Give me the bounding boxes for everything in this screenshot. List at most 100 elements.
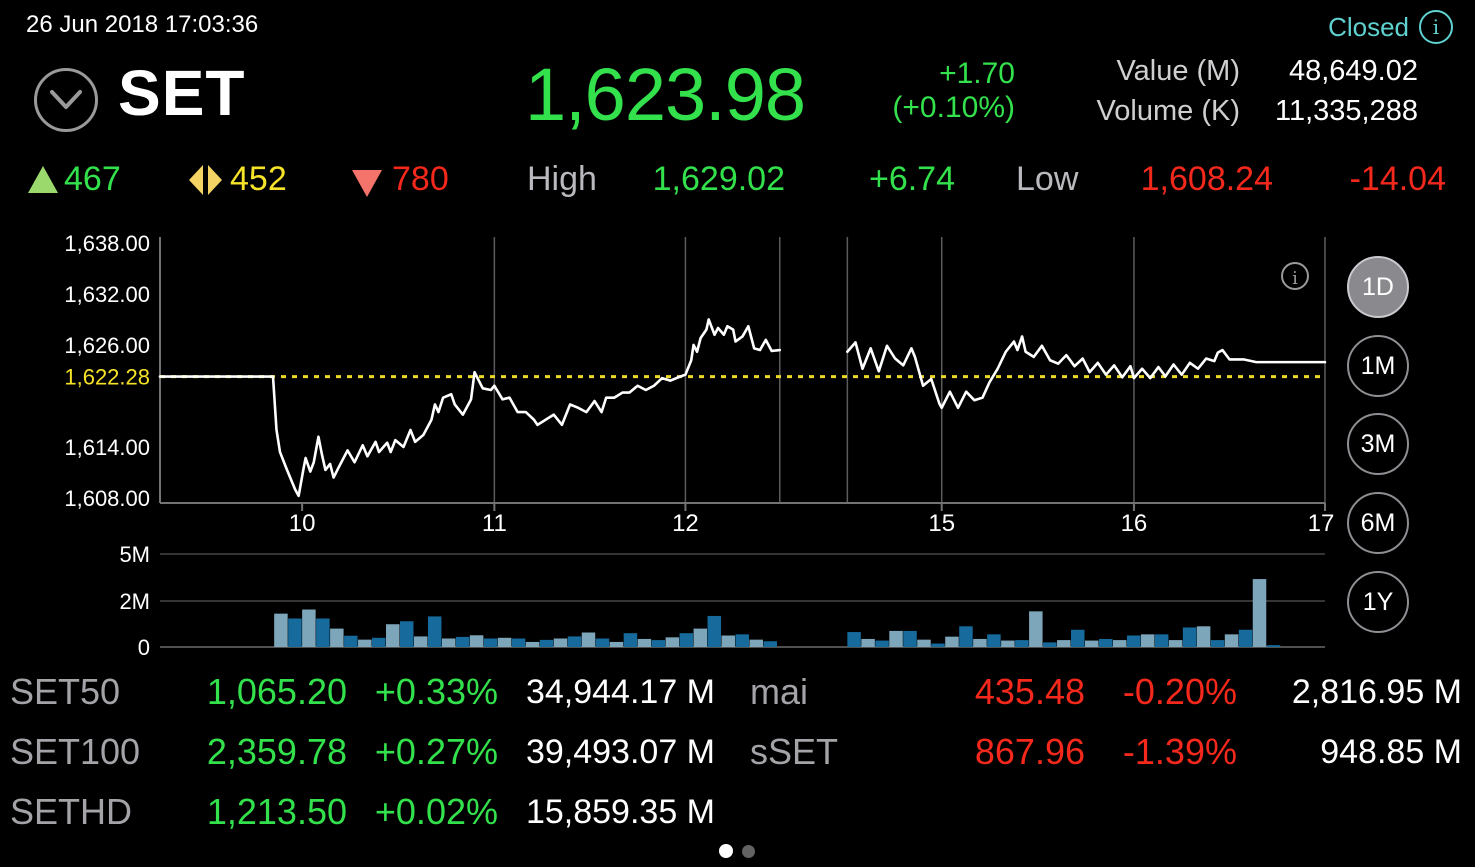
index-value: 867.96 [974, 731, 1085, 772]
volume-bar [1071, 629, 1085, 647]
volume-bar [749, 639, 763, 647]
volume-bar [735, 634, 750, 647]
volume-bar [973, 638, 987, 647]
x-axis-label: 17 [1308, 510, 1335, 537]
volume-bar [693, 628, 708, 647]
volume-bar [1196, 626, 1211, 647]
index-change-pct: -0.20% [1122, 671, 1237, 712]
y-axis-label: 1,638.00 [64, 231, 150, 256]
range-button-1m[interactable]: 1M [1347, 335, 1409, 397]
volume-bar [511, 638, 526, 647]
volume-amount: 11,335,288 [1275, 95, 1418, 127]
volume-bar [847, 632, 861, 647]
volume-bar [539, 639, 554, 647]
range-button-1d[interactable]: 1D [1347, 256, 1409, 318]
volume-bar [274, 613, 288, 647]
volume-bar [399, 621, 414, 647]
volume-bar [427, 616, 442, 647]
intraday-price-chart[interactable]: 5M 2M 0 10 11 12 15 16 17 1,638.00 1,632.00 1,626.0… [0, 228, 1475, 668]
index-name: sSET [750, 731, 839, 772]
chart-info-icon[interactable] [1281, 262, 1309, 290]
high-change: +6.74 [868, 160, 955, 198]
index-selector-button[interactable] [34, 68, 98, 132]
volume-bar [567, 636, 582, 647]
volume-bar [1029, 611, 1043, 647]
volume-label: Volume (K) [1096, 95, 1240, 127]
low-label: Low [1016, 160, 1079, 198]
volume-bar [1085, 640, 1099, 647]
volume-bar [344, 635, 358, 647]
index-turnover: 39,493.07 M [525, 733, 715, 771]
last-price: 1,623.98 [524, 53, 806, 136]
value-amount: 48,649.02 [1288, 55, 1418, 87]
index-change-pct: -1.39% [1122, 731, 1237, 772]
index-row-SETHD[interactable]: SETHD 1,213.50 +0.02% 15,859.35 M [0, 790, 1475, 834]
volume-bar [707, 615, 722, 647]
advances-count: 467 [64, 160, 121, 198]
volume-bar [651, 640, 666, 647]
index-value: 1,213.50 [206, 791, 347, 832]
volume-bar [413, 636, 428, 647]
volume-bar [609, 641, 624, 647]
volume-bar [302, 609, 316, 647]
range-button-1y[interactable]: 1Y [1347, 571, 1409, 633]
volume-bar [917, 639, 931, 647]
volume-bar [1238, 629, 1253, 647]
x-axis-label: 10 [289, 510, 316, 537]
y-axis-label: 1,626.00 [64, 333, 150, 358]
volume-bar [469, 635, 484, 647]
volume-bar [1015, 640, 1029, 647]
volume-bar [623, 633, 638, 647]
market-status: Closed i [1328, 10, 1453, 44]
index-name: mai [750, 671, 809, 712]
index-turnover: 948.85 M [1320, 733, 1462, 771]
advances-up-triangle-icon [28, 166, 58, 193]
high-value: 1,629.02 [652, 160, 785, 198]
volume-bar [1168, 640, 1183, 647]
volume-bar [595, 638, 610, 647]
index-turnover: 2,816.95 M [1291, 673, 1462, 711]
datetime-label: 26 Jun 2018 17:03:36 [26, 11, 259, 38]
volume-axis-label: 2M [119, 589, 150, 614]
volume-bar [372, 637, 386, 647]
market-status-info-icon[interactable]: i [1419, 10, 1453, 44]
page-dot-active[interactable] [719, 844, 733, 858]
volume-axis-label: 5M [119, 542, 150, 567]
market-status-label: Closed [1328, 11, 1409, 42]
chevron-down-icon [50, 90, 82, 109]
low-change: -14.04 [1349, 160, 1446, 198]
prev-close-label: 1,622.28 [64, 365, 150, 390]
volume-bar [455, 636, 470, 647]
index-change-pct: +0.27% [374, 731, 498, 772]
volume-bar [288, 618, 302, 647]
index-change-pct: +0.02% [374, 791, 498, 832]
declines-down-triangle-icon [352, 170, 382, 197]
volume-bar [665, 637, 680, 647]
volume-bar [931, 643, 945, 647]
x-axis-label: 16 [1121, 510, 1148, 537]
range-button-3m[interactable]: 3M [1347, 413, 1409, 475]
index-row-mai[interactable]: mai 435.48 -0.20% 2,816.95 M [0, 670, 1475, 714]
index-turnover: 15,859.35 M [525, 793, 715, 831]
volume-bar [1057, 640, 1071, 647]
volume-axis-label: 0 [138, 635, 150, 660]
chart-info-icon-glyph: i [1292, 268, 1298, 289]
volume-bar [483, 638, 498, 647]
x-axis-label: 15 [928, 510, 955, 537]
volume-bar [441, 638, 456, 647]
volume-bar [1112, 640, 1127, 647]
index-row-SET100[interactable]: SET100 2,359.78 +0.27% 39,493.07 M [0, 730, 1475, 774]
volume-bar [1001, 640, 1015, 647]
index-row-SET50[interactable]: SET50 1,065.20 +0.33% 34,944.17 M [0, 670, 1475, 714]
page-dot-inactive[interactable] [742, 845, 755, 858]
range-button-6m[interactable]: 6M [1347, 492, 1409, 554]
y-axis-label: 1,614.00 [64, 435, 150, 460]
unchanged-count: 452 [230, 160, 287, 198]
x-axis-label: 11 [482, 510, 507, 537]
volume-bar [679, 633, 694, 647]
volume-bar [316, 618, 330, 647]
volume-bar [945, 636, 959, 647]
index-row-sSET[interactable]: sSET 867.96 -1.39% 948.85 M [0, 730, 1475, 774]
index-value: 435.48 [974, 671, 1085, 712]
